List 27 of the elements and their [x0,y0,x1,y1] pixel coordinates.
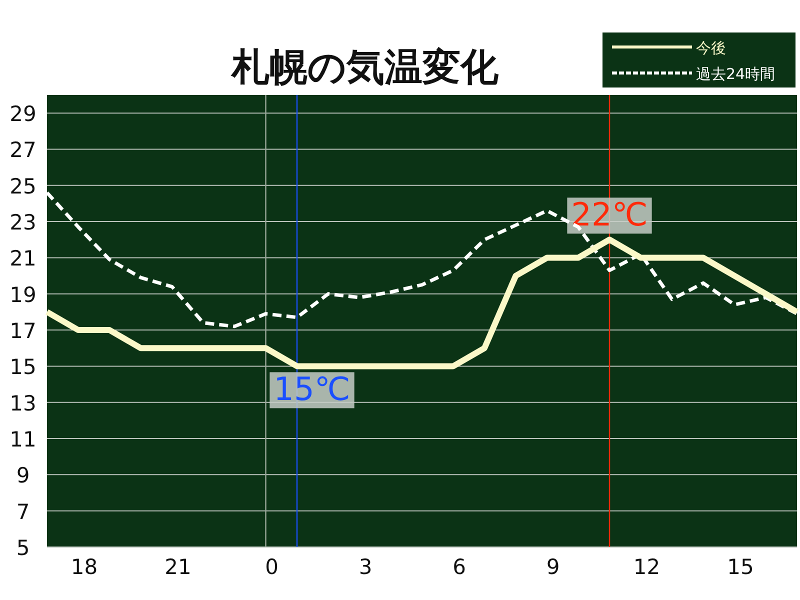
x-tick-label: 15 [727,555,754,579]
x-tick-label: 0 [265,555,278,579]
x-tick-label: 21 [164,555,192,579]
y-tick-label: 27 [10,138,36,162]
y-tick-label: 29 [10,102,36,126]
line-series [45,190,799,328]
y-tick-label: 11 [10,428,36,452]
y-tick-label: 23 [10,210,36,235]
y-tick-label: 25 [10,174,36,198]
x-tick-label: 18 [70,555,98,579]
y-tick-label: 15 [10,355,36,380]
annotation: 22℃ [571,196,648,234]
y-tick-label: 17 [10,319,36,344]
y-tick-label: 5 [16,536,30,560]
x-tick-label: 3 [358,555,372,579]
x-tick-label: 12 [633,555,660,579]
y-tick-label: 21 [10,246,36,271]
text: 過去24時間 [696,65,776,83]
y-tick-label: 19 [10,282,36,307]
chart-title: 札幌の気温変化 [230,45,500,89]
y-tick-label: 7 [16,500,30,524]
y-tick-label: 13 [10,391,36,416]
y-tick-label: 9 [16,464,30,488]
text: 今後 [696,39,726,57]
annotation: 15℃ [274,370,350,408]
x-tick-label: 9 [546,555,560,579]
x-tick-label: 6 [452,555,466,579]
